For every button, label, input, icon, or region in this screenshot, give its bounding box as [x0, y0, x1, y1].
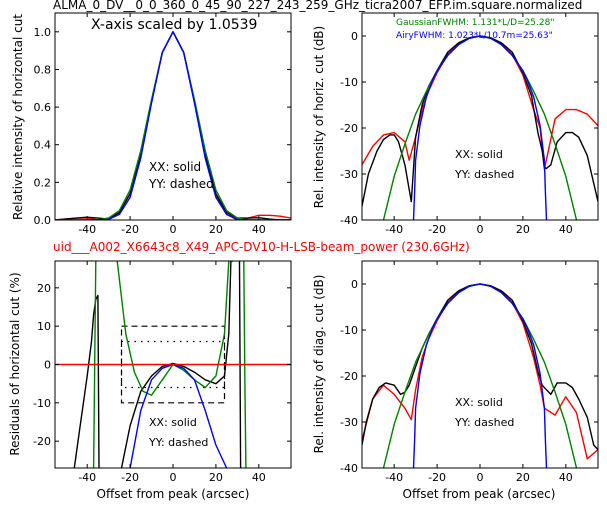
y-axis-label: Residuals of horizontal cut (%) — [8, 272, 22, 455]
legend-xx: XX: solid — [149, 416, 197, 429]
y-axis-label: Rel. intensity of horiz. cut (dB) — [312, 26, 326, 208]
x-tick-label: 0 — [170, 471, 177, 484]
series-line-black-1 — [55, 31, 291, 220]
plot-area — [362, 35, 598, 220]
series-line-blue-3 — [412, 35, 548, 220]
y-tick-label: 0.6 — [34, 101, 52, 114]
x-tick-label: 0 — [477, 471, 484, 484]
y-tick-label: -10 — [340, 76, 358, 89]
y-tick-label: 20 — [37, 282, 51, 295]
series-line-blue-6 — [129, 363, 228, 468]
legend-yy: YY: dashed — [148, 436, 208, 449]
x-tick-label: 0 — [477, 223, 484, 236]
x-tick-label: 40 — [559, 223, 573, 236]
series-line-blue-3 — [55, 31, 291, 220]
y-tick-label: -20 — [340, 370, 358, 383]
panel-bottom-right: -40 -20 0 20 40 0 -10 -20 -30 -40 XX: solid YY: d… — [312, 260, 599, 501]
x-tick-label: -20 — [121, 223, 139, 236]
y-tick-label: -40 — [340, 214, 358, 227]
y-tick-label: -10 — [33, 397, 51, 410]
x-tick-label: 40 — [559, 471, 573, 484]
axes-frame — [361, 12, 599, 221]
x-axis-label: Offset from peak (arcsec) — [97, 487, 250, 501]
x-axis-label: Offset from peak (arcsec) — [403, 487, 556, 501]
panel-top-right: -40 -20 0 20 40 0 -10 -20 -30 -40 GaussianFWHM: 1… — [312, 12, 599, 236]
y-tick-label: -40 — [340, 462, 358, 475]
y-tick-label: 0.4 — [34, 139, 52, 152]
y-tick-label: -20 — [33, 435, 51, 448]
x-tick-label: 20 — [516, 223, 530, 236]
legend-xx: XX: solid — [149, 160, 201, 174]
y-tick-label: 10 — [37, 320, 51, 333]
x-tick-label: -40 — [78, 223, 96, 236]
y-tick-label: 0 — [351, 30, 358, 43]
series-line-blue-3 — [412, 283, 548, 468]
axes-frame — [361, 260, 599, 469]
series-line-red-0 — [362, 283, 598, 460]
panel-top-left: -40 -20 0 20 40 0.0 0.2 0.4 0.6 0.8 1.0 X-axis sca… — [11, 12, 292, 236]
y-tick-label: -10 — [340, 324, 358, 337]
plot-area — [55, 31, 291, 220]
x-tick-label: 40 — [252, 223, 266, 236]
x-tick-label: -40 — [78, 471, 96, 484]
y-tick-label: -30 — [340, 416, 358, 429]
legend-xx: XX: solid — [455, 148, 503, 161]
gaussian-fwhm-label: GaussianFWHM: 1.131*L/D=25.28" — [396, 18, 554, 28]
plot-area — [55, 261, 291, 468]
y-tick-label: 1.0 — [34, 26, 52, 39]
x-tick-label: -20 — [428, 223, 446, 236]
x-tick-label: -20 — [121, 471, 139, 484]
airy-fwhm-label: AiryFWHM: 1.023*L/10.7m=25.63" — [396, 31, 553, 41]
x-tick-label: 20 — [516, 471, 530, 484]
top-title: ALMA_0_DV__0_0_360_0_45_90_227_243_259_G… — [53, 0, 582, 12]
series-line-green-2 — [55, 31, 291, 220]
series-line-black-0 — [73, 294, 100, 468]
y-tick-label: 0 — [44, 359, 51, 372]
series-line-green-4 — [116, 261, 230, 396]
legend-yy: YY: dashed — [454, 416, 514, 429]
series-line-red-0 — [55, 31, 291, 220]
y-tick-label: 0 — [351, 278, 358, 291]
panel-bottom-left: -40 -20 0 20 40 20 10 0 -10 -20 XX: solid YY: das… — [8, 260, 292, 501]
middle-title: uid___A002_X6643c8_X49_APC-DV10-H-LSB-be… — [53, 240, 470, 254]
series-line-black-2 — [238, 261, 242, 468]
plot-area — [362, 283, 598, 468]
y-tick-label: -30 — [340, 168, 358, 181]
scale-annotation: X-axis scaled by 1.0539 — [91, 17, 257, 33]
x-tick-label: 20 — [209, 471, 223, 484]
series-line-green-5 — [243, 261, 247, 468]
y-axis-label: Rel. intensity of diag. cut (dB) — [312, 275, 326, 454]
legend-yy: YY: dashed — [454, 168, 514, 181]
x-tick-label: -40 — [385, 223, 403, 236]
x-tick-label: -40 — [385, 471, 403, 484]
y-axis-label: Relative intensity of horizontal cut — [11, 14, 25, 220]
y-tick-label: 0.8 — [34, 63, 52, 76]
legend-yy: YY: dashed — [148, 177, 214, 191]
x-tick-label: -20 — [428, 471, 446, 484]
x-tick-label: 40 — [252, 471, 266, 484]
x-tick-label: 20 — [209, 223, 223, 236]
x-tick-label: 0 — [170, 223, 177, 236]
y-tick-label: 0.0 — [34, 214, 52, 227]
legend-xx: XX: solid — [455, 396, 503, 409]
y-tick-label: 0.2 — [34, 176, 52, 189]
y-tick-label: -20 — [340, 122, 358, 135]
